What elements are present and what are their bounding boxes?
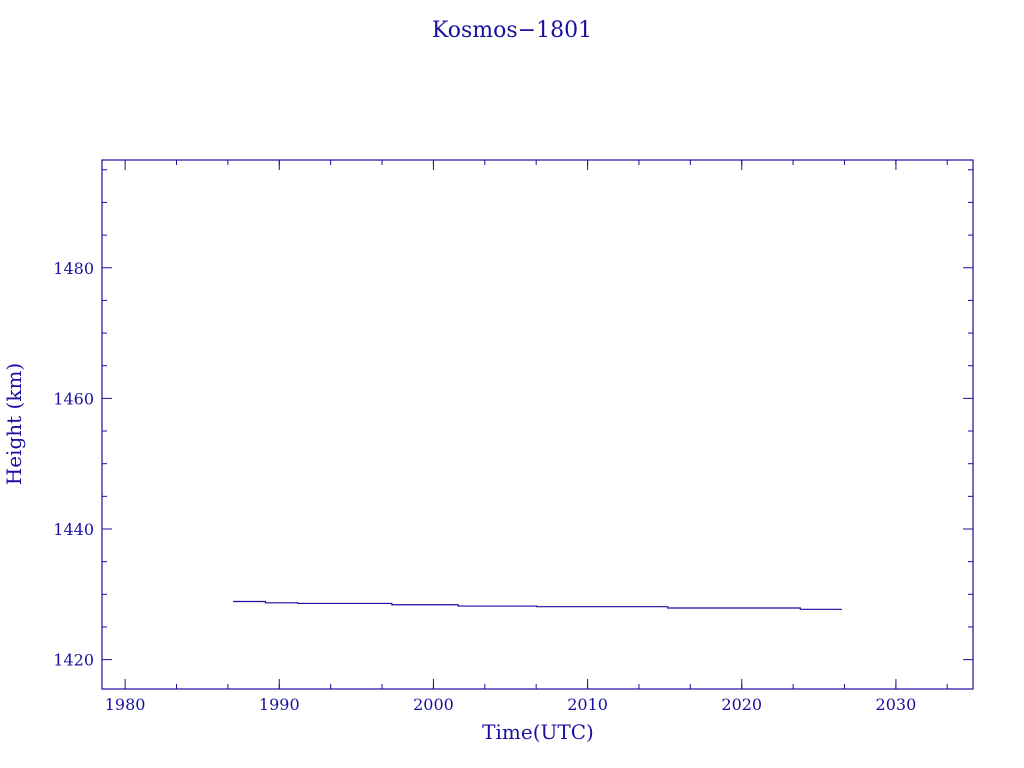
- x-tick-label: 1990: [259, 695, 300, 714]
- series-line: [233, 600, 842, 610]
- x-axis-label: Time(UTC): [482, 720, 594, 744]
- chart-title: Kosmos−1801: [432, 18, 592, 43]
- y-axis-label: Height (km): [2, 363, 26, 485]
- y-tick-label: 1460: [53, 389, 94, 408]
- x-tick-label: 2020: [721, 695, 762, 714]
- y-tick-label: 1440: [53, 520, 94, 539]
- tick-labels: 1980 1990 2000 2010 2020 2030 1420 1440 1460 1480: [53, 259, 916, 714]
- y-tick-label: 1480: [53, 259, 94, 278]
- x-tick-label: 2000: [413, 695, 454, 714]
- y-tick-label: 1420: [53, 651, 94, 670]
- axis-ticks: [102, 160, 973, 689]
- series-group: [233, 600, 842, 610]
- x-tick-label: 1980: [105, 695, 146, 714]
- x-tick-label: 2010: [567, 695, 608, 714]
- plot-frame: [101, 159, 974, 690]
- x-tick-label: 2030: [876, 695, 917, 714]
